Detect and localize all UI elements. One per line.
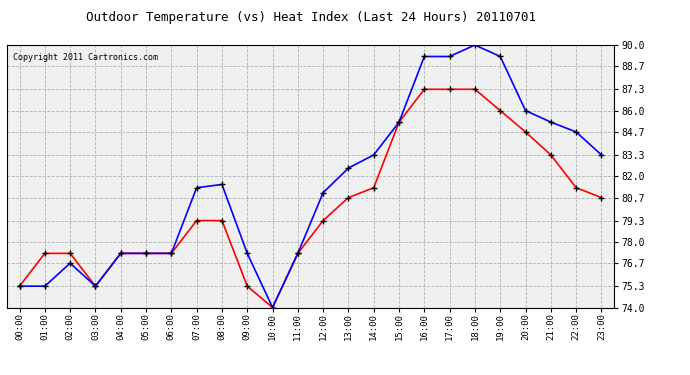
Text: Outdoor Temperature (vs) Heat Index (Last 24 Hours) 20110701: Outdoor Temperature (vs) Heat Index (Las… (86, 11, 535, 24)
Text: Copyright 2011 Cartronics.com: Copyright 2011 Cartronics.com (13, 53, 158, 62)
